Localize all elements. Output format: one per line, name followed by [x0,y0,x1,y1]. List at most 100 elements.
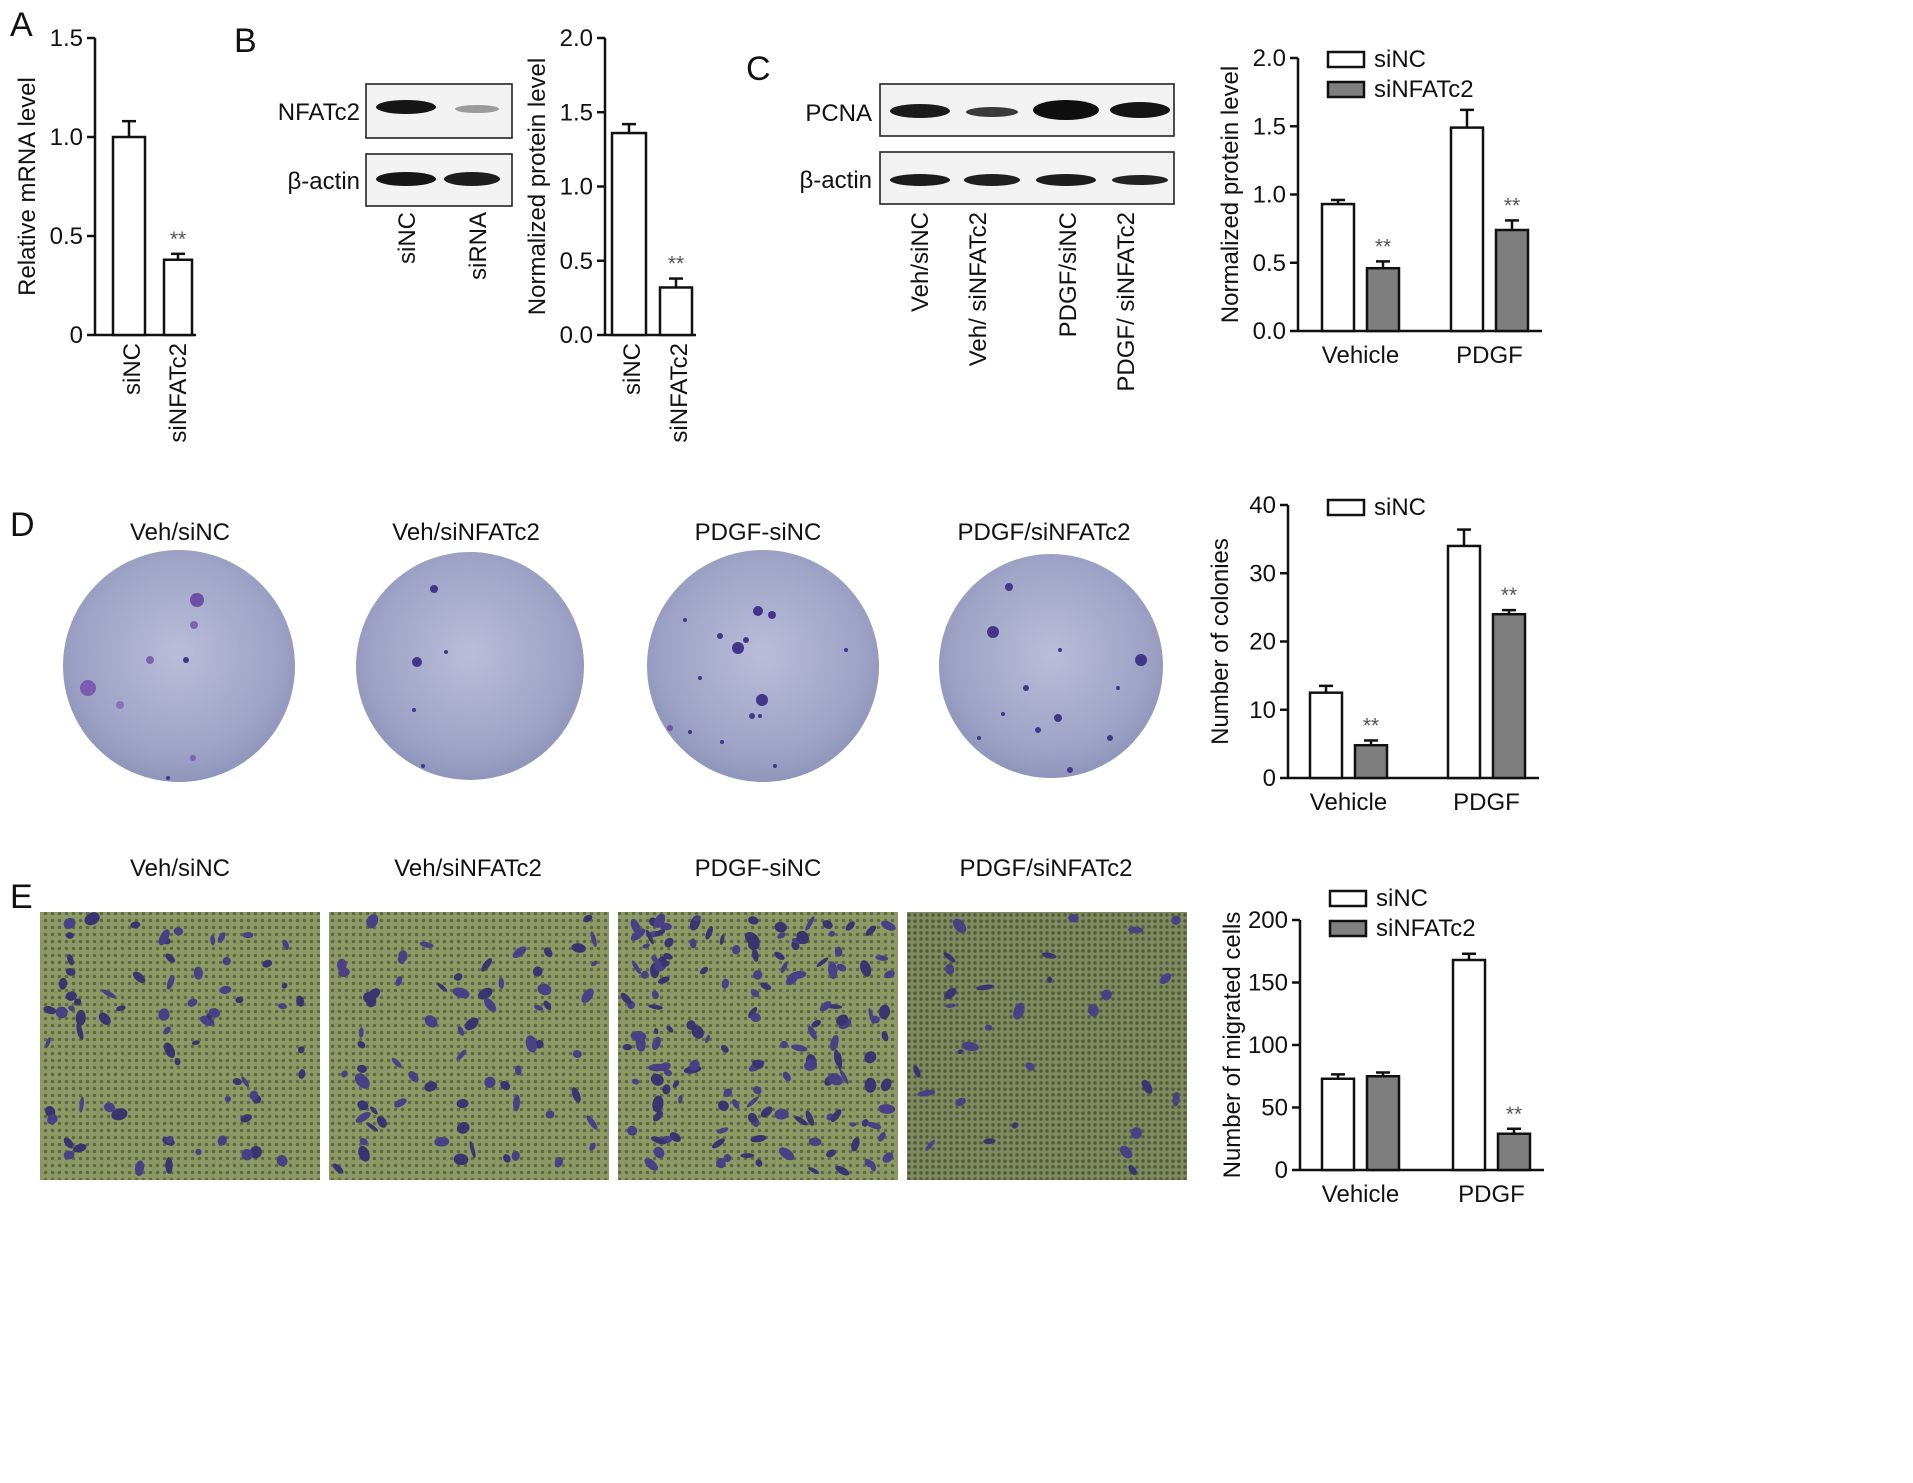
migrated-cell [943,952,956,963]
migrated-cell [68,1005,75,1012]
migrated-cell [65,968,76,976]
migrated-cell [298,1069,306,1079]
bar-sinfatc2 [1365,266,1401,333]
migrated-cell [74,998,82,1006]
migrated-cell [278,1003,287,1010]
migrated-cell [642,943,650,949]
migrated-cell [210,934,216,946]
migrated-cell [241,1076,250,1088]
migrated-cell [484,998,497,1012]
migrated-cell [477,987,493,1000]
migrated-cell [1128,1165,1137,1176]
migrated-cell [224,1095,231,1103]
migrated-cell [554,1156,564,1168]
migrated-cell [84,912,100,926]
migrated-cell [622,1043,633,1051]
migrated-cell [1025,1062,1035,1071]
lane-label: siNC [394,212,421,264]
migrated-cell [869,1161,876,1172]
migrated-cell [525,1035,538,1053]
migrated-cell [408,1071,419,1083]
y-tick-label: 1.5 [1253,113,1286,140]
migrated-cell [740,1153,755,1158]
migrated-cell [750,989,760,998]
migrated-cell [864,1051,877,1064]
migrated-cell [744,932,760,947]
migrated-cell [718,1100,729,1111]
migrated-cell [163,1042,176,1058]
migrated-cell [47,1114,58,1125]
migrated-cell [498,977,505,989]
migrated-cell [712,1138,725,1149]
migrated-cell [101,989,116,999]
migrated-cell [944,987,957,1000]
migrated-cell [865,925,877,936]
migrated-cell [828,961,838,980]
migrated-cell [240,1114,252,1123]
migrated-cell [1088,1003,1099,1017]
migrated-cell [864,1077,877,1093]
migrated-cell [357,1064,367,1073]
migrated-cell [845,921,855,931]
y-tick-label: 0.0 [560,322,593,349]
lane-label: Veh/siNC [907,212,934,312]
migrated-cell [394,1098,407,1108]
migrated-cell [658,976,670,984]
y-tick-label: 2.0 [1253,45,1286,72]
migrated-cell [808,1137,822,1147]
migrated-cell [774,951,785,961]
migrated-cell [358,1145,370,1162]
blot-band [376,172,436,186]
y-tick-label: 1.0 [1253,182,1286,209]
migrated-cell [174,1057,181,1066]
migrated-cell [73,1143,87,1153]
migrated-cell [116,1005,126,1012]
migrated-cell [752,1059,764,1069]
bar-sinfatc2 [1494,228,1530,333]
migrated-cell [513,1094,520,1112]
migrated-cells [43,912,1181,1177]
image-label: PDGF/siNFATc2 [960,855,1133,882]
migrated-cell [543,947,553,958]
lane-label: PDGF/ siNFATc2 [1113,212,1140,392]
migrated-cell [691,1025,704,1039]
migrated-cell [419,941,434,948]
blot-label-actin: β-actin [800,167,873,194]
migrated-cell [434,1136,450,1147]
migrated-cell [63,1150,75,1160]
migrated-cell [631,1078,640,1085]
migrated-cell [249,1090,259,1101]
migrated-cell [878,1132,886,1142]
migrated-cell [1130,1127,1142,1139]
migrated-cell [651,990,659,1000]
migrated-cell [648,1063,666,1072]
migration-image [329,912,609,1180]
migrated-cell [723,1153,732,1163]
migrated-cell [760,1106,773,1118]
migrated-cell [67,954,74,966]
migrated-cell [338,967,350,978]
migrated-cell [249,1145,262,1159]
blot-label-nfatc2: NFATc2 [278,99,360,126]
migration-image [40,912,320,1180]
significance-mark: ** [1363,714,1379,737]
migrated-cell [391,1057,402,1068]
colony-plates: Veh/siNC Veh/siNFATc2 PDGF-siNC PDGF/siN… [63,519,1163,782]
migrated-cell [130,921,141,929]
migrated-cell [780,961,788,974]
migrated-cell [721,978,729,989]
migrated-cell [163,1026,171,1035]
migrated-cell [945,963,955,975]
bar [610,131,648,337]
migrated-cell [631,960,641,975]
category-label: siNC [119,343,146,395]
migrated-cell [669,1132,681,1143]
migrated-cell [589,1142,596,1151]
migrated-cell [354,1073,370,1089]
migrated-cell [43,1006,57,1015]
migrated-cell [689,938,697,949]
migrated-cell [880,1078,892,1092]
migrated-cell [572,1050,582,1058]
migrated-cell [984,1024,993,1031]
significance-mark: ** [1504,194,1520,217]
